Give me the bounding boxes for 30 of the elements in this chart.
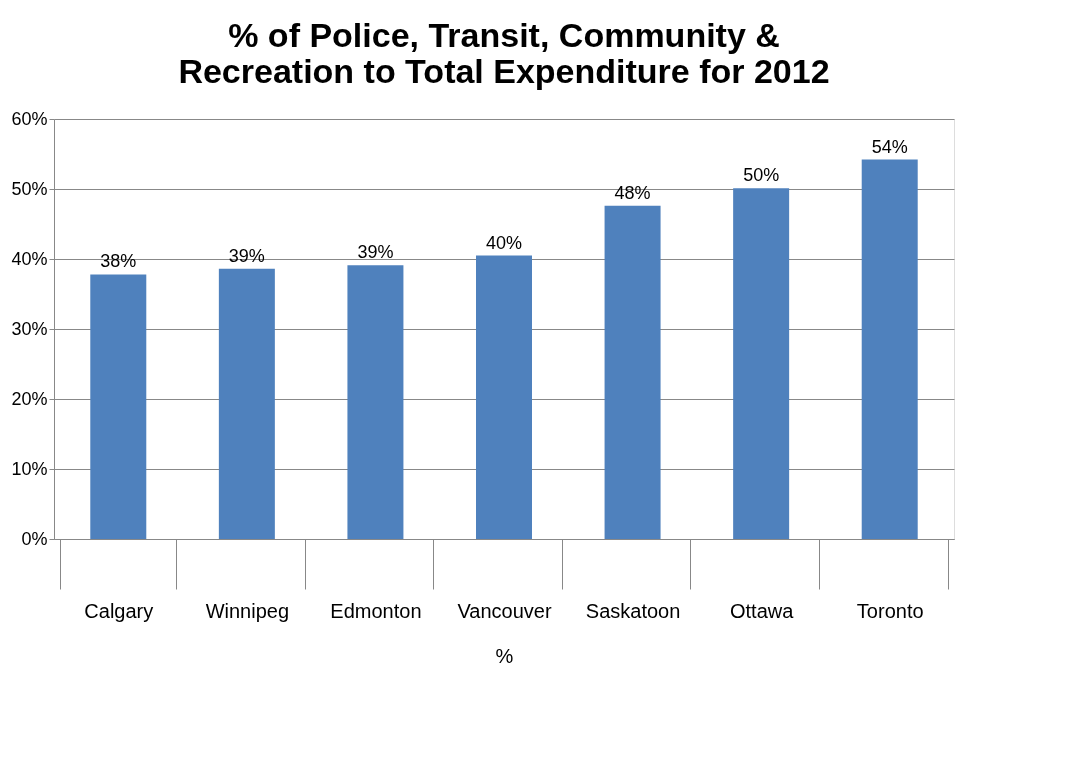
y-tick-label: 20% <box>11 388 48 409</box>
data-label: 48% <box>614 182 651 203</box>
x-tick-label: Ottawa <box>729 599 795 622</box>
bar <box>604 205 661 539</box>
chart-title: % of Police, Transit, Community & Recreation to Total Expenditure for 2012 <box>178 16 830 90</box>
bar <box>347 265 404 539</box>
x-axis-title: % <box>495 644 514 667</box>
data-label: 38% <box>100 251 137 272</box>
y-tick-label: 0% <box>21 528 48 549</box>
x-tick-label: Vancouver <box>457 599 552 622</box>
bar <box>218 268 275 539</box>
data-label: 39% <box>228 245 265 266</box>
bar <box>861 159 918 539</box>
y-tick-label: 60% <box>11 108 48 129</box>
bar <box>733 188 790 539</box>
data-label: 54% <box>871 136 908 157</box>
bar <box>476 255 532 539</box>
y-tick-label: 10% <box>11 458 48 479</box>
x-tick-label: Edmonton <box>330 599 422 622</box>
data-label: 40% <box>485 232 523 253</box>
bar <box>90 274 147 539</box>
x-tick-label: Calgary <box>84 599 154 622</box>
x-tick-label: Saskatoon <box>585 599 681 622</box>
data-label: 50% <box>743 165 780 186</box>
y-tick-label: 30% <box>11 318 48 339</box>
x-tick-label: Winnipeg <box>205 599 290 622</box>
y-tick-label: 50% <box>11 178 48 199</box>
x-tick-label: Toronto <box>856 599 924 622</box>
y-tick-label: 40% <box>11 248 48 269</box>
data-label: 39% <box>357 242 394 263</box>
